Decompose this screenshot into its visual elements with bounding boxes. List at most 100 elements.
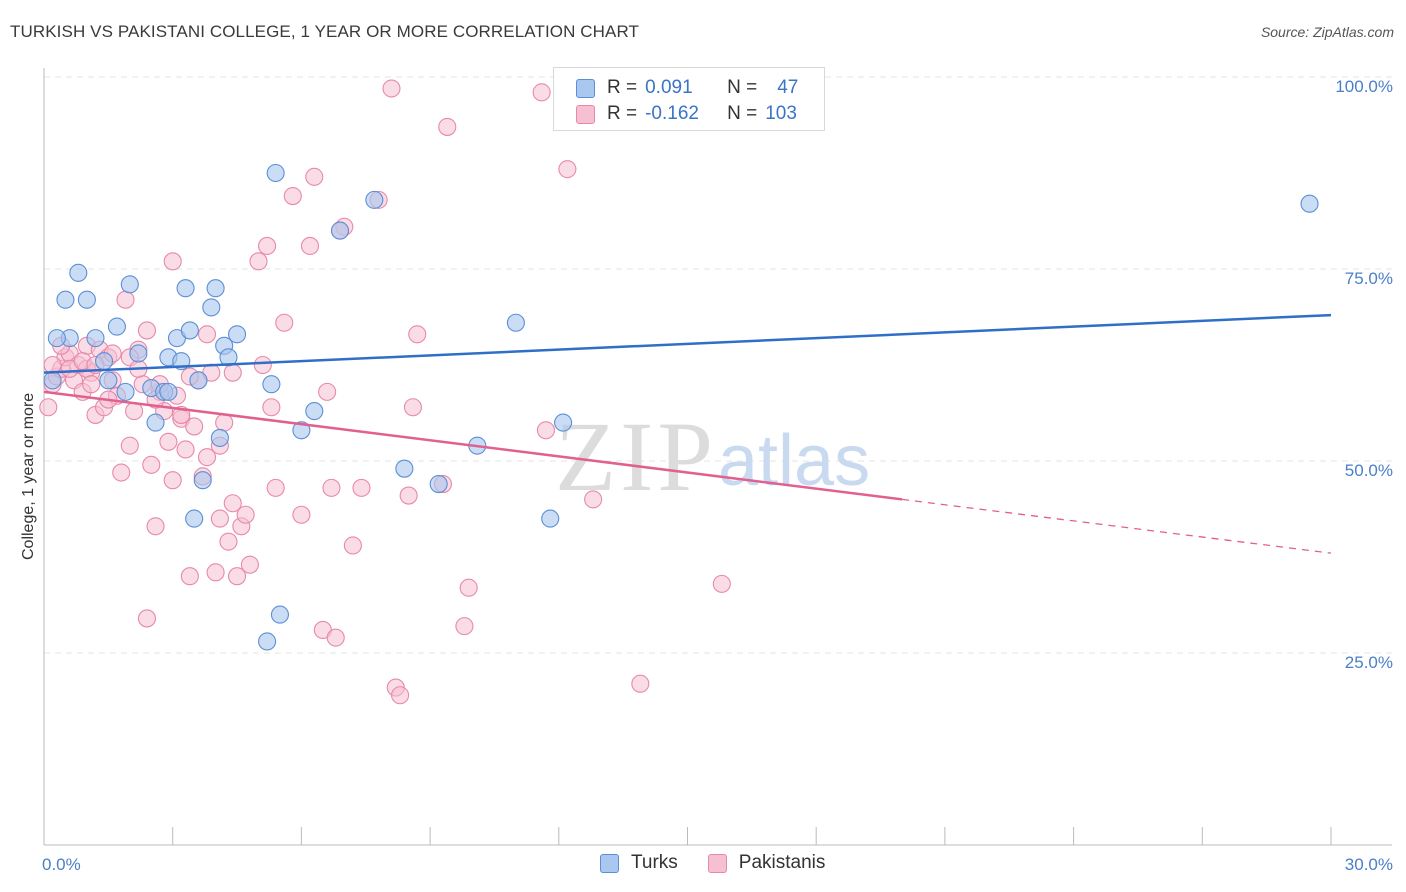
pakistanis-point[interactable] [249, 252, 268, 271]
turks-point[interactable] [99, 371, 118, 390]
turks-point[interactable] [77, 290, 96, 309]
pakistanis-point[interactable] [146, 517, 165, 536]
pakistanis-point[interactable] [459, 578, 478, 597]
turks-point[interactable] [107, 317, 126, 336]
pakistanis-point[interactable] [197, 325, 217, 344]
pakistanis-point[interactable] [532, 83, 551, 102]
pakistanis-point[interactable] [236, 505, 255, 524]
turks-point[interactable] [258, 632, 277, 651]
pakistanis-point[interactable] [352, 478, 371, 497]
turks-point[interactable] [219, 348, 238, 367]
turks-point[interactable] [146, 413, 165, 432]
pakistanis-point[interactable] [399, 486, 418, 505]
turks-point[interactable] [116, 382, 135, 401]
pakistanis-point[interactable] [305, 167, 324, 186]
pakistanis-point[interactable] [120, 436, 139, 455]
turks-point[interactable] [56, 290, 75, 309]
pakistanis-point[interactable] [253, 355, 272, 375]
pakistanis-point[interactable] [343, 536, 362, 555]
pakistanis-point[interactable] [223, 363, 242, 382]
pakistanis-point[interactable] [163, 471, 182, 490]
pakistanis-point[interactable] [408, 325, 427, 344]
pakistanis-point[interactable] [219, 532, 238, 551]
turks-point[interactable] [541, 509, 560, 528]
pakistanis-point[interactable] [262, 398, 281, 417]
pakistanis-point[interactable] [215, 413, 234, 432]
pakistanis-point[interactable] [82, 375, 101, 394]
turks-point[interactable] [1300, 194, 1319, 213]
turks-point[interactable] [159, 382, 178, 401]
pakistanis-point[interactable] [258, 236, 277, 256]
pakistanis-point[interactable] [142, 455, 161, 474]
pakistanis-point[interactable] [176, 440, 195, 459]
pakistanis-point[interactable] [185, 417, 204, 436]
turks-point[interactable] [395, 459, 414, 478]
pakistanis-point[interactable] [223, 494, 242, 513]
pakistanis-point[interactable] [266, 478, 285, 497]
turks-point[interactable] [228, 325, 247, 344]
turks-point[interactable] [210, 428, 229, 448]
pakistanis-point[interactable] [240, 555, 259, 574]
pakistanis-point[interactable] [137, 609, 157, 628]
turks-point[interactable] [305, 402, 324, 421]
pakistanis-point[interactable] [210, 509, 229, 528]
pakistanis-point[interactable] [326, 628, 345, 647]
pakistanis-point[interactable] [584, 490, 603, 509]
turks-point[interactable] [365, 190, 384, 209]
turks-point[interactable] [176, 279, 195, 298]
y-tick-label-75: 75.0% [1345, 269, 1393, 288]
turks-point[interactable] [206, 279, 225, 298]
turks-points [43, 106, 1319, 651]
turks-point[interactable] [270, 605, 290, 624]
turks-point[interactable] [69, 263, 88, 282]
pakistanis-point[interactable] [300, 236, 320, 256]
pakistanis-point[interactable] [558, 160, 577, 179]
pakistanis-point[interactable] [206, 563, 225, 582]
turks-point[interactable] [193, 471, 212, 490]
x-tick-label-left: 0.0% [42, 855, 81, 874]
turks-point[interactable] [262, 375, 281, 394]
turks-point[interactable] [129, 344, 148, 363]
pakistanis-point[interactable] [631, 674, 650, 693]
pakistanis-point[interactable] [137, 321, 157, 340]
turks-point[interactable] [95, 352, 114, 371]
pakistanis-point[interactable] [112, 463, 131, 482]
turks-point[interactable] [86, 329, 105, 348]
pakistanis-point[interactable] [438, 117, 457, 136]
pakistanis-point[interactable] [283, 186, 302, 206]
turks-point[interactable] [429, 474, 448, 494]
pakistanis-point[interactable] [712, 574, 731, 593]
pakistanis-point[interactable] [39, 398, 58, 417]
pakistanis-point[interactable] [116, 290, 135, 309]
turks-point[interactable] [180, 321, 199, 340]
pakistanis-point[interactable] [275, 313, 294, 332]
turks-point[interactable] [292, 421, 311, 440]
turks-point[interactable] [202, 298, 221, 317]
turks-point[interactable] [330, 221, 350, 240]
turks-point[interactable] [120, 275, 139, 294]
axes [43, 68, 1392, 846]
pakistanis-point[interactable] [322, 478, 341, 497]
pakistanis-point[interactable] [159, 432, 178, 451]
turks-point[interactable] [43, 371, 62, 390]
turks-point[interactable] [189, 371, 208, 390]
pakistanis-point[interactable] [455, 617, 474, 636]
pakistanis-point[interactable] [318, 382, 337, 401]
pakistanis-point[interactable] [536, 421, 555, 440]
turks-point[interactable] [185, 509, 204, 528]
pakistanis-point[interactable] [180, 567, 199, 586]
trend-lines [43, 313, 1332, 554]
pakistanis-point[interactable] [228, 567, 247, 586]
turks-point[interactable] [266, 163, 285, 183]
legend-item-pakistanis[interactable]: Pakistanis [707, 852, 825, 874]
turks-point[interactable] [554, 413, 573, 432]
pakistanis-point[interactable] [163, 252, 182, 271]
turks-point[interactable] [47, 329, 66, 348]
turks-point[interactable] [506, 313, 525, 332]
pakistanis-point[interactable] [197, 448, 217, 467]
pakistanis-point[interactable] [292, 505, 311, 524]
pakistanis-point[interactable] [382, 79, 401, 98]
pakistanis-point[interactable] [403, 398, 422, 417]
pakistanis-point[interactable] [391, 686, 410, 705]
legend-item-turks[interactable]: Turks [600, 852, 678, 874]
